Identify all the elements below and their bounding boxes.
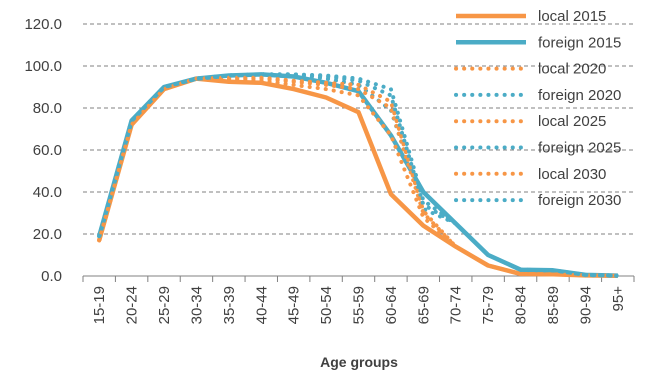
x-tick-label: 85-89 (545, 286, 562, 324)
legend-label: local 2020 (538, 61, 606, 78)
y-tick-label: 40.0 (33, 184, 62, 201)
gridlines (83, 23, 634, 235)
x-tick-label: 80-84 (513, 286, 530, 324)
x-tick-label: 70-74 (448, 286, 465, 324)
x-tick-label: 30-34 (188, 286, 205, 324)
y-tick-label: 60.0 (33, 142, 62, 159)
x-tick-label: 55-59 (351, 286, 368, 324)
legend: local 2015 foreign 2015 local 2020 foreign … (454, 8, 621, 209)
legend-label: foreign 2025 (538, 140, 621, 157)
y-tick-label: 0.0 (41, 268, 62, 285)
y-tick-label: 120.0 (24, 16, 62, 33)
x-tick-label: 45-49 (286, 286, 303, 324)
legend-label: local 2025 (538, 113, 606, 130)
legend-label: local 2015 (538, 8, 606, 25)
x-tick-label: 50-54 (318, 286, 335, 324)
x-tick-label: 15-19 (91, 286, 108, 324)
x-tick-label: 60-64 (383, 286, 400, 324)
x-axis-title: Age groups (320, 354, 398, 370)
x-tick-label: 35-39 (221, 286, 238, 324)
y-tick-label: 100.0 (24, 58, 62, 75)
x-tick-label: 40-44 (253, 286, 270, 324)
legend-label: foreign 2030 (538, 192, 621, 209)
x-tick-label: 20-24 (124, 286, 141, 324)
legend-label: foreign 2020 (538, 87, 621, 104)
series-line (97, 76, 620, 278)
legend-label: foreign 2015 (538, 34, 621, 51)
series-line (97, 72, 620, 278)
axes: 0.0 20.0 40.0 60.0 80.0 100.0 120.0 15-19 20-24 2… (24, 16, 635, 324)
x-tick-label: 25-29 (156, 286, 173, 324)
y-tick-label: 20.0 (33, 226, 62, 243)
x-tick-label: 95+ (610, 286, 627, 312)
series-line (97, 72, 620, 278)
x-tick-label: 75-79 (480, 286, 497, 324)
y-tick-label: 80.0 (33, 100, 62, 117)
series-line (97, 75, 620, 278)
x-tick-label: 90-94 (577, 286, 594, 324)
x-tick-label: 65-69 (415, 286, 432, 324)
legend-label: local 2030 (538, 166, 606, 183)
series-lines (97, 72, 620, 279)
